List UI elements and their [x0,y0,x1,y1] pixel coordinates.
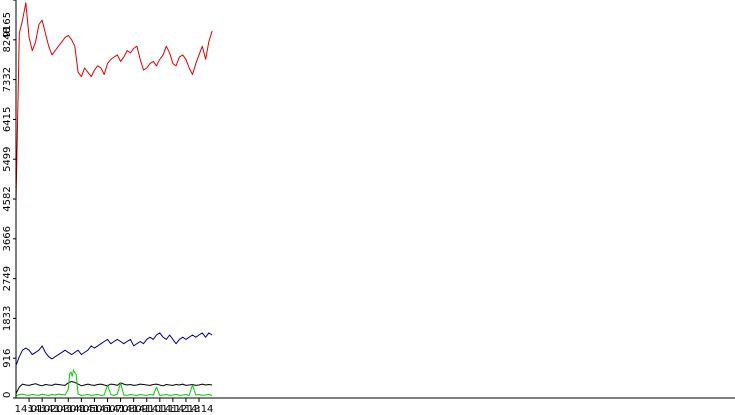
axes-layer [15,0,735,399]
x-tick-label: 14:01 [15,404,44,415]
x-tick-label: 14:03 [41,404,70,415]
x-tick-label: 14:12 [158,404,187,415]
y-tick-label: 7332 [2,67,13,92]
y-tick-label: 916 [2,349,13,368]
series-line-3 [15,381,213,394]
x-ticks: 14:0114:0214:0314:0414:0514:0614:0714:08… [15,398,214,415]
x-tick-label: 14:06 [80,404,109,415]
y-tick-label: 4582 [2,186,13,211]
series-line-2 [15,332,213,366]
x-tick-label: 14:09 [119,404,148,415]
x-tick-label: 14:05 [67,404,96,415]
x-tick-label: 14:04 [54,404,83,415]
x-tick-label: 14:11 [145,404,174,415]
y-tick-label: 1833 [2,306,13,331]
x-tick-label: 14:10 [132,404,161,415]
y-tick-label: 9165 [2,12,13,37]
x-tick-label: 14:13 [172,404,201,415]
series-layer [15,2,213,397]
x-tick-label: 14:07 [93,404,122,415]
y-tick-label: 8248 [2,27,13,52]
y-tick-label: 2749 [2,266,13,291]
x-tick-label: 14:02 [28,404,57,415]
y-tick-label: 6415 [2,107,13,132]
x-tick-label: 14:08 [106,404,135,415]
series-line-1 [15,2,213,203]
y-tick-label: 3666 [2,226,13,251]
y-tick-label: 0 [2,392,13,398]
y-tick-label: 5499 [2,146,13,171]
x-tick-label: 14:14 [185,404,214,415]
series-line-4 [15,369,213,397]
